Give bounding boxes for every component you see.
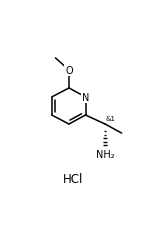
Text: NH₂: NH₂ (96, 149, 114, 159)
Text: &1: &1 (106, 116, 116, 122)
Text: N: N (82, 93, 89, 103)
Text: HCl: HCl (63, 172, 84, 185)
Text: O: O (65, 66, 73, 76)
